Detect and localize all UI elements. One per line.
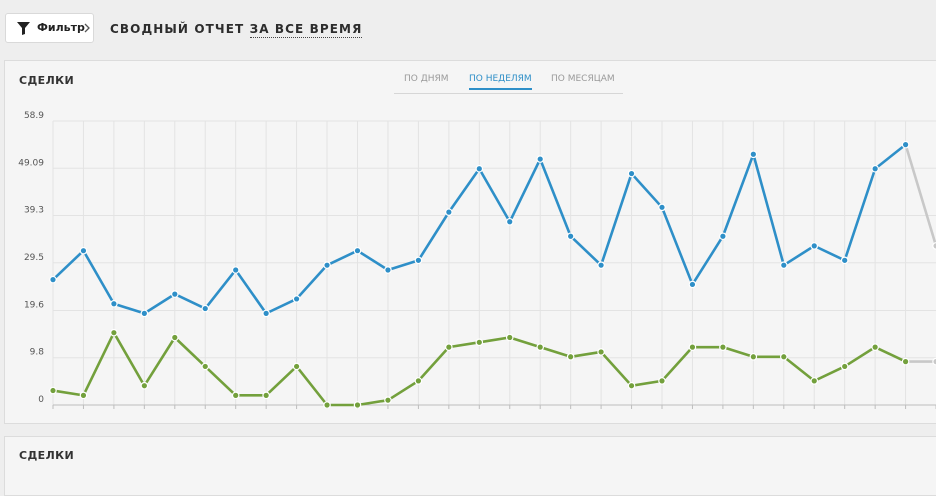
y-tick-label: 39.3	[24, 206, 44, 216]
data-point-1	[171, 290, 179, 298]
y-tick-label: 29.5	[24, 253, 44, 263]
data-point-2	[384, 396, 392, 404]
data-point-1	[140, 309, 149, 318]
data-point-2	[566, 352, 575, 361]
data-point-1	[292, 295, 301, 303]
period-tabs: ПО ДНЯМ ПО НЕДЕЛЯМ ПО МЕСЯЦАМ	[394, 71, 623, 94]
tab-days[interactable]: ПО ДНЯМ	[404, 74, 449, 84]
tab-months[interactable]: ПО МЕСЯЦАМ	[551, 74, 615, 84]
data-point-2	[445, 343, 453, 351]
data-point-2	[49, 386, 57, 395]
data-point-1	[779, 261, 788, 269]
y-tick-label: 0	[38, 395, 44, 405]
data-point-2	[871, 343, 879, 351]
data-point-1	[49, 275, 57, 284]
data-point-2	[688, 343, 697, 351]
data-point-2	[171, 333, 179, 342]
data-point-1	[810, 242, 819, 250]
data-point-1	[201, 304, 210, 313]
data-point-2	[140, 381, 149, 390]
data-point-1	[597, 261, 605, 269]
data-point-1	[262, 309, 270, 318]
data-point-1	[475, 164, 484, 173]
y-tick-label: 58.9	[24, 111, 44, 121]
data-point-1	[384, 266, 392, 274]
data-point-1	[79, 246, 88, 255]
chevron-right-icon	[84, 23, 90, 33]
data-point-1	[536, 155, 545, 163]
top-bar: Фильтр Сводный отчет за все время	[0, 0, 936, 60]
card-title: СДЕЛКИ	[19, 74, 75, 87]
data-point-1	[566, 232, 575, 241]
page-title: Сводный отчет за все время	[110, 22, 363, 38]
y-tick-label: 49.09	[18, 158, 44, 168]
data-point-1	[323, 261, 331, 269]
deals-card-2: СДЕЛКИ	[4, 436, 936, 496]
data-point-2	[292, 362, 301, 371]
data-point-2	[840, 362, 849, 371]
tab-weeks[interactable]: ПО НЕДЕЛЯМ	[469, 74, 532, 90]
funnel-icon	[17, 22, 30, 35]
data-point-2	[749, 352, 758, 361]
data-point-2	[79, 391, 88, 400]
data-point-2	[810, 377, 819, 385]
data-point-2	[901, 357, 910, 366]
data-point-2	[201, 362, 210, 371]
filter-label: Фильтр	[37, 21, 85, 34]
data-point-1	[719, 232, 727, 241]
data-point-2	[536, 343, 545, 351]
card-title-2: СДЕЛКИ	[19, 449, 75, 462]
data-point-2	[475, 338, 484, 347]
data-point-2	[597, 348, 605, 356]
data-point-1	[932, 242, 936, 250]
data-point-1	[505, 217, 514, 226]
data-point-2	[110, 328, 118, 337]
filter-button[interactable]: Фильтр	[5, 13, 94, 43]
data-point-2	[231, 391, 240, 400]
y-tick-label: 19.6	[24, 300, 44, 310]
data-point-1	[688, 280, 697, 289]
data-point-1	[627, 169, 636, 178]
data-point-2	[932, 357, 936, 366]
data-point-2	[719, 343, 727, 351]
data-point-2	[779, 352, 788, 361]
period-selector[interactable]: за все время	[249, 22, 363, 38]
series-line-partial-1	[904, 144, 936, 247]
data-point-1	[749, 150, 758, 159]
data-point-2	[262, 391, 270, 400]
data-point-1	[231, 266, 240, 274]
data-point-1	[840, 256, 849, 265]
data-point-1	[414, 256, 423, 265]
deals-line-chart: 0 9.8 19.6 29.5 39.3 49.09 58.9	[18, 111, 936, 409]
data-point-2	[414, 377, 423, 385]
data-point-1	[658, 203, 666, 212]
data-point-1	[110, 299, 118, 308]
data-point-1	[353, 246, 362, 255]
data-point-1	[445, 208, 453, 216]
data-point-2	[505, 333, 514, 342]
y-tick-label: 9.8	[30, 348, 45, 358]
data-point-2	[323, 401, 331, 409]
data-point-2	[353, 401, 362, 409]
data-point-2	[658, 377, 666, 385]
data-point-1	[871, 164, 879, 173]
data-point-2	[627, 381, 636, 390]
report-title-text: Сводный отчет	[110, 22, 245, 36]
data-point-1	[901, 140, 910, 149]
